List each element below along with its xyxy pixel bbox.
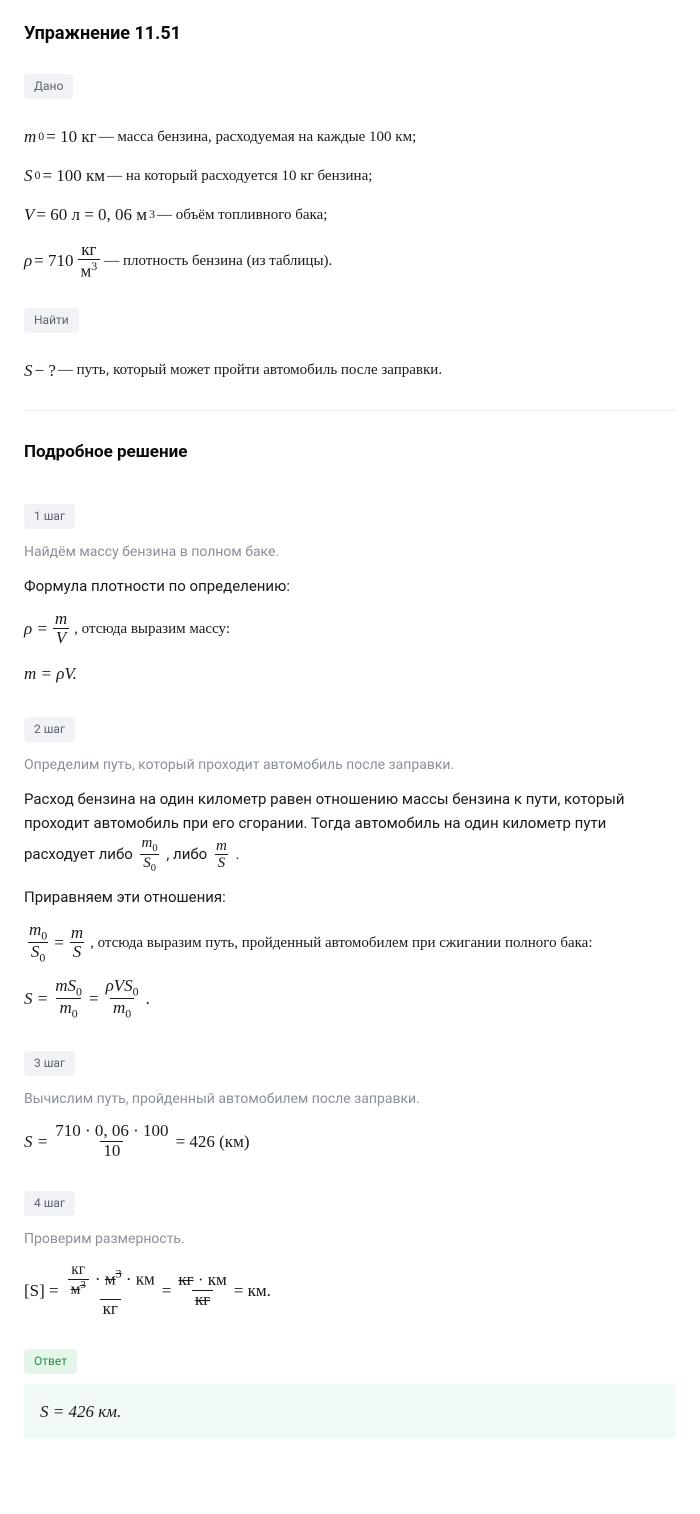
find-pill: Найти <box>24 308 79 333</box>
solution-title: Подробное решение <box>24 439 676 466</box>
given-line-3: V = 60 л = 0, 06 м3 — объём топливного б… <box>24 201 676 228</box>
given-pill: Дано <box>24 74 73 99</box>
step-2-formula-2: S = mS0 m0 = ρVS0 m0 . <box>24 977 676 1021</box>
step-3-pill: 3 шаг <box>24 1051 75 1076</box>
step-1-pill: 1 шаг <box>24 504 75 529</box>
answer-pill: Ответ <box>24 1349 77 1374</box>
divider <box>24 410 676 411</box>
step-2-text-1: Расход бензина на один километр равен от… <box>24 787 676 875</box>
given-line-2: S0 = 100 км — на который расходуется 10 … <box>24 162 676 189</box>
step-3-formula: S = 710 · 0, 06 · 100 10 = 426 (км) <box>24 1122 676 1160</box>
step-4-pill: 4 шаг <box>24 1191 75 1216</box>
step-1-text-1: Формула плотности по определению: <box>24 574 676 598</box>
step-1-desc: Найдём массу бензина в полном баке. <box>24 541 676 563</box>
find-line: S − ? — путь, который может пройти автом… <box>24 357 676 384</box>
given-line-4: ρ = 710 кг м3 — плотность бензина (из та… <box>24 241 676 282</box>
step-2-formula-1: m0 S0 = m S , отсюда выразим путь, пройд… <box>24 921 676 965</box>
exercise-title: Упражнение 11.51 <box>24 20 676 49</box>
step-1-formula-2: m = ρV. <box>24 660 676 687</box>
step-2-text-2: Приравняем эти отношения: <box>24 885 676 909</box>
step-3-desc: Вычислим путь, пройденный автомобилем по… <box>24 1088 676 1110</box>
answer-box: S = 426 км. <box>24 1384 676 1439</box>
step-4-desc: Проверим размерность. <box>24 1228 676 1250</box>
step-1-formula-1: ρ = m V , отсюда выразим массу: <box>24 610 676 648</box>
given-line-1: m0 = 10 кг — масса бензина, расходуемая … <box>24 123 676 150</box>
step-2-pill: 2 шаг <box>24 717 75 742</box>
step-2-desc: Определим путь, который проходит автомоб… <box>24 754 676 776</box>
step-4-formula: [S] = кг м3 · м3 · км кг = кг · км кг = … <box>24 1262 676 1318</box>
